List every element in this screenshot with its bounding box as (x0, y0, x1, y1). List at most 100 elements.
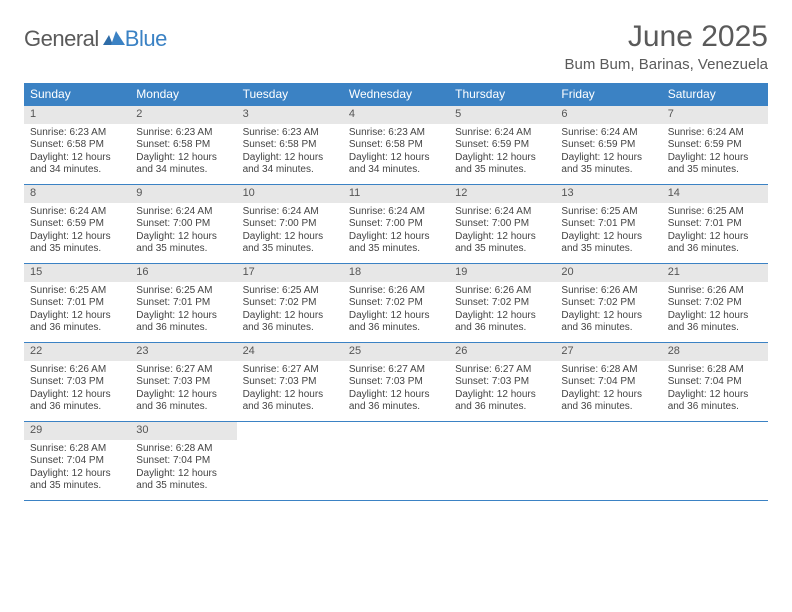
day-cell-empty (555, 422, 661, 500)
month-title: June 2025 (565, 20, 768, 54)
daylight-line: Daylight: 12 hours and 36 minutes. (243, 389, 337, 414)
day-cell: 10Sunrise: 6:24 AMSunset: 7:00 PMDayligh… (237, 185, 343, 263)
sunrise-line: Sunrise: 6:26 AM (668, 285, 762, 298)
daylight-line: Daylight: 12 hours and 35 minutes. (668, 152, 762, 177)
sunrise-line: Sunrise: 6:24 AM (30, 206, 124, 219)
daylight-line: Daylight: 12 hours and 34 minutes. (136, 152, 230, 177)
day-body: Sunrise: 6:24 AMSunset: 6:59 PMDaylight:… (555, 124, 661, 181)
day-cell: 7Sunrise: 6:24 AMSunset: 6:59 PMDaylight… (662, 106, 768, 184)
sunrise-line: Sunrise: 6:25 AM (668, 206, 762, 219)
day-body: Sunrise: 6:25 AMSunset: 7:01 PMDaylight:… (130, 282, 236, 339)
day-number: 29 (24, 422, 130, 440)
day-body: Sunrise: 6:23 AMSunset: 6:58 PMDaylight:… (130, 124, 236, 181)
sunrise-line: Sunrise: 6:25 AM (30, 285, 124, 298)
week-row: 15Sunrise: 6:25 AMSunset: 7:01 PMDayligh… (24, 263, 768, 342)
day-number: 10 (237, 185, 343, 203)
day-cell: 22Sunrise: 6:26 AMSunset: 7:03 PMDayligh… (24, 343, 130, 421)
day-cell: 19Sunrise: 6:26 AMSunset: 7:02 PMDayligh… (449, 264, 555, 342)
sunrise-line: Sunrise: 6:27 AM (349, 364, 443, 377)
day-body: Sunrise: 6:24 AMSunset: 6:59 PMDaylight:… (662, 124, 768, 181)
sunset-line: Sunset: 7:02 PM (455, 297, 549, 310)
sunset-line: Sunset: 7:04 PM (668, 376, 762, 389)
sunset-line: Sunset: 7:00 PM (136, 218, 230, 231)
daylight-line: Daylight: 12 hours and 35 minutes. (561, 152, 655, 177)
day-number: 30 (130, 422, 236, 440)
sunrise-line: Sunrise: 6:28 AM (136, 443, 230, 456)
day-body: Sunrise: 6:23 AMSunset: 6:58 PMDaylight:… (237, 124, 343, 181)
daylight-line: Daylight: 12 hours and 35 minutes. (243, 231, 337, 256)
day-cell: 2Sunrise: 6:23 AMSunset: 6:58 PMDaylight… (130, 106, 236, 184)
day-cell: 6Sunrise: 6:24 AMSunset: 6:59 PMDaylight… (555, 106, 661, 184)
daylight-line: Daylight: 12 hours and 34 minutes. (30, 152, 124, 177)
sunset-line: Sunset: 6:58 PM (243, 139, 337, 152)
sunrise-line: Sunrise: 6:26 AM (455, 285, 549, 298)
day-cell: 26Sunrise: 6:27 AMSunset: 7:03 PMDayligh… (449, 343, 555, 421)
daylight-line: Daylight: 12 hours and 35 minutes. (349, 231, 443, 256)
daylight-line: Daylight: 12 hours and 34 minutes. (349, 152, 443, 177)
day-number: 2 (130, 106, 236, 124)
sunset-line: Sunset: 7:04 PM (30, 455, 124, 468)
sunrise-line: Sunrise: 6:26 AM (30, 364, 124, 377)
day-body: Sunrise: 6:28 AMSunset: 7:04 PMDaylight:… (24, 440, 130, 497)
daylight-line: Daylight: 12 hours and 36 minutes. (243, 310, 337, 335)
sunset-line: Sunset: 7:02 PM (561, 297, 655, 310)
sunset-line: Sunset: 7:00 PM (243, 218, 337, 231)
day-cell: 20Sunrise: 6:26 AMSunset: 7:02 PMDayligh… (555, 264, 661, 342)
sunset-line: Sunset: 6:59 PM (455, 139, 549, 152)
day-number: 26 (449, 343, 555, 361)
daylight-line: Daylight: 12 hours and 35 minutes. (455, 152, 549, 177)
day-cell: 14Sunrise: 6:25 AMSunset: 7:01 PMDayligh… (662, 185, 768, 263)
day-cell: 9Sunrise: 6:24 AMSunset: 7:00 PMDaylight… (130, 185, 236, 263)
weekday-wednesday: Wednesday (343, 83, 449, 105)
day-number: 1 (24, 106, 130, 124)
sunrise-line: Sunrise: 6:28 AM (668, 364, 762, 377)
day-number: 28 (662, 343, 768, 361)
sunset-line: Sunset: 6:59 PM (561, 139, 655, 152)
daylight-line: Daylight: 12 hours and 36 minutes. (455, 310, 549, 335)
sunrise-line: Sunrise: 6:26 AM (349, 285, 443, 298)
weekday-sunday: Sunday (24, 83, 130, 105)
day-number: 14 (662, 185, 768, 203)
logo-flag-icon (103, 29, 125, 50)
sunrise-line: Sunrise: 6:24 AM (455, 127, 549, 140)
week-row: 1Sunrise: 6:23 AMSunset: 6:58 PMDaylight… (24, 105, 768, 184)
day-body: Sunrise: 6:24 AMSunset: 6:59 PMDaylight:… (449, 124, 555, 181)
sunset-line: Sunset: 6:58 PM (136, 139, 230, 152)
day-cell: 15Sunrise: 6:25 AMSunset: 7:01 PMDayligh… (24, 264, 130, 342)
sunset-line: Sunset: 7:01 PM (561, 218, 655, 231)
sunrise-line: Sunrise: 6:23 AM (349, 127, 443, 140)
day-body: Sunrise: 6:26 AMSunset: 7:02 PMDaylight:… (449, 282, 555, 339)
sunset-line: Sunset: 6:59 PM (30, 218, 124, 231)
header: General Blue June 2025 Bum Bum, Barinas,… (24, 20, 768, 73)
sunset-line: Sunset: 7:03 PM (136, 376, 230, 389)
day-number: 23 (130, 343, 236, 361)
daylight-line: Daylight: 12 hours and 35 minutes. (136, 231, 230, 256)
logo-text-general: General (24, 26, 99, 52)
day-number: 22 (24, 343, 130, 361)
logo: General Blue (24, 26, 167, 52)
sunset-line: Sunset: 7:03 PM (243, 376, 337, 389)
day-number: 6 (555, 106, 661, 124)
day-cell: 28Sunrise: 6:28 AMSunset: 7:04 PMDayligh… (662, 343, 768, 421)
week-row: 29Sunrise: 6:28 AMSunset: 7:04 PMDayligh… (24, 421, 768, 501)
day-cell: 23Sunrise: 6:27 AMSunset: 7:03 PMDayligh… (130, 343, 236, 421)
weekday-tuesday: Tuesday (237, 83, 343, 105)
sunset-line: Sunset: 7:00 PM (455, 218, 549, 231)
sunset-line: Sunset: 7:01 PM (136, 297, 230, 310)
day-body: Sunrise: 6:28 AMSunset: 7:04 PMDaylight:… (662, 361, 768, 418)
day-body: Sunrise: 6:24 AMSunset: 7:00 PMDaylight:… (449, 203, 555, 260)
day-body: Sunrise: 6:28 AMSunset: 7:04 PMDaylight:… (130, 440, 236, 497)
sunrise-line: Sunrise: 6:24 AM (349, 206, 443, 219)
sunset-line: Sunset: 7:03 PM (455, 376, 549, 389)
day-number: 4 (343, 106, 449, 124)
sunrise-line: Sunrise: 6:23 AM (243, 127, 337, 140)
day-cell: 3Sunrise: 6:23 AMSunset: 6:58 PMDaylight… (237, 106, 343, 184)
sunrise-line: Sunrise: 6:26 AM (561, 285, 655, 298)
sunset-line: Sunset: 7:00 PM (349, 218, 443, 231)
day-number: 9 (130, 185, 236, 203)
day-cell: 4Sunrise: 6:23 AMSunset: 6:58 PMDaylight… (343, 106, 449, 184)
daylight-line: Daylight: 12 hours and 36 minutes. (349, 310, 443, 335)
day-number: 11 (343, 185, 449, 203)
day-number: 16 (130, 264, 236, 282)
daylight-line: Daylight: 12 hours and 36 minutes. (668, 310, 762, 335)
